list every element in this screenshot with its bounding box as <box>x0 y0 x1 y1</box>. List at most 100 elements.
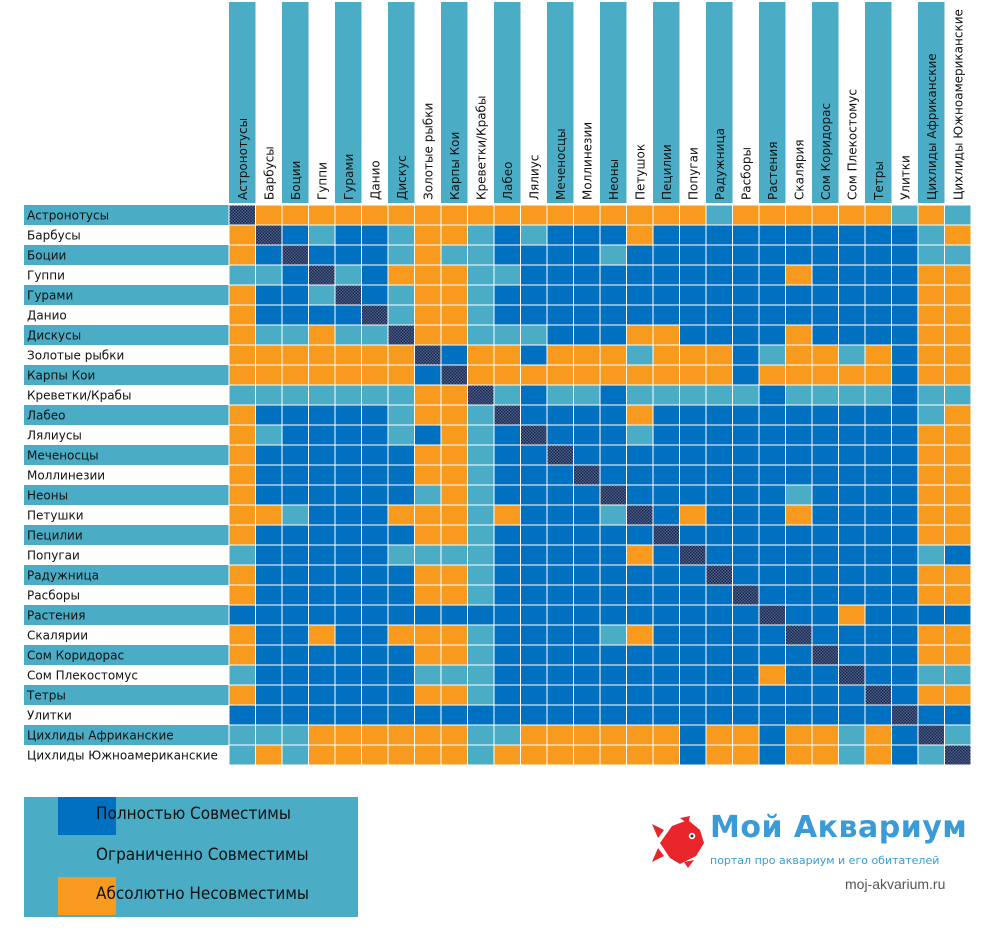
matrix-cell-diagonal <box>864 684 892 706</box>
matrix-cell <box>917 584 945 606</box>
matrix-cell-diagonal <box>917 724 945 746</box>
matrix-cell <box>838 324 866 346</box>
matrix-cell <box>308 624 336 646</box>
matrix-cell <box>546 684 574 706</box>
matrix-cell <box>758 704 786 726</box>
row-label: Лялиусы <box>27 429 82 443</box>
matrix-cell <box>334 204 362 226</box>
matrix-cell <box>334 324 362 346</box>
matrix-cell <box>493 424 521 446</box>
matrix-cell-diagonal <box>255 224 283 246</box>
matrix-cell <box>679 604 707 626</box>
matrix-cell <box>891 304 919 326</box>
matrix-cell <box>891 724 919 746</box>
matrix-cell <box>679 344 707 366</box>
matrix-cell <box>917 244 945 266</box>
matrix-cell <box>811 584 839 606</box>
matrix-cell <box>599 444 627 466</box>
matrix-cell <box>281 344 309 366</box>
matrix-cell <box>467 604 495 626</box>
matrix-cell <box>917 524 945 546</box>
matrix-cell <box>255 424 283 446</box>
matrix-cell <box>599 744 627 766</box>
matrix-cell <box>891 204 919 226</box>
row-label-band <box>24 205 229 225</box>
row-label: Барбусы <box>27 229 81 243</box>
matrix-cell <box>705 604 733 626</box>
matrix-cell <box>520 264 548 286</box>
matrix-cell <box>891 544 919 566</box>
matrix-cell <box>520 224 548 246</box>
matrix-cell <box>281 664 309 686</box>
matrix-cell <box>652 324 680 346</box>
matrix-cell <box>626 704 654 726</box>
matrix-cell <box>626 524 654 546</box>
matrix-cell <box>758 224 786 246</box>
matrix-cell <box>414 704 442 726</box>
row-label: Расборы <box>27 589 80 603</box>
site-logo[interactable]: Мой Аквариум портал про аквариум и его о… <box>648 810 968 902</box>
matrix-cell <box>467 664 495 686</box>
matrix-cell <box>679 504 707 526</box>
matrix-cell <box>652 224 680 246</box>
matrix-cell <box>758 404 786 426</box>
matrix-cell <box>838 384 866 406</box>
matrix-cell <box>493 524 521 546</box>
row-label-band <box>24 525 229 545</box>
matrix-cell <box>626 224 654 246</box>
matrix-cell <box>944 524 972 546</box>
matrix-cell <box>467 304 495 326</box>
matrix-cell <box>811 744 839 766</box>
matrix-cell <box>705 664 733 686</box>
row-label: Растения <box>27 609 85 623</box>
matrix-cell <box>546 584 574 606</box>
matrix-cell <box>944 264 972 286</box>
column-header-band <box>441 2 468 203</box>
column-label: Сом Коридорас <box>819 103 833 200</box>
matrix-cell <box>705 464 733 486</box>
matrix-cell <box>493 544 521 566</box>
matrix-cell <box>308 324 336 346</box>
matrix-cell <box>546 204 574 226</box>
matrix-cell <box>785 664 813 686</box>
matrix-cell <box>679 684 707 706</box>
column-label: Боции <box>289 161 303 200</box>
matrix-cell <box>864 404 892 426</box>
matrix-cell <box>811 564 839 586</box>
legend-swatch-compatible <box>58 797 116 835</box>
matrix-cell <box>705 364 733 386</box>
matrix-cell <box>308 544 336 566</box>
row-label: Меченосцы <box>27 449 99 463</box>
row-label: Радужница <box>27 569 99 583</box>
matrix-cell <box>520 404 548 426</box>
matrix-cell <box>573 284 601 306</box>
matrix-cell <box>652 704 680 726</box>
matrix-cell-diagonal <box>546 444 574 466</box>
matrix-cell <box>626 684 654 706</box>
matrix-cell <box>255 384 283 406</box>
matrix-cell <box>917 224 945 246</box>
matrix-cell <box>546 244 574 266</box>
matrix-cell <box>520 304 548 326</box>
column-label: Креветки/Крабы <box>474 96 488 200</box>
matrix-cell <box>440 304 468 326</box>
matrix-cell <box>281 564 309 586</box>
matrix-cell <box>520 624 548 646</box>
matrix-cell <box>891 324 919 346</box>
matrix-cell <box>917 664 945 686</box>
matrix-cell <box>573 204 601 226</box>
matrix-cell <box>228 484 256 506</box>
matrix-cell <box>255 444 283 466</box>
matrix-cell <box>679 364 707 386</box>
matrix-cell <box>573 264 601 286</box>
matrix-cell <box>387 744 415 766</box>
matrix-cell-diagonal <box>573 464 601 486</box>
logo-url[interactable]: moj-akvarium.ru <box>845 876 946 892</box>
matrix-cell <box>493 344 521 366</box>
matrix-cell <box>334 724 362 746</box>
row-label-band <box>24 325 229 345</box>
matrix-cell <box>387 684 415 706</box>
matrix-cell <box>811 604 839 626</box>
matrix-cell <box>440 384 468 406</box>
matrix-cell <box>334 344 362 366</box>
